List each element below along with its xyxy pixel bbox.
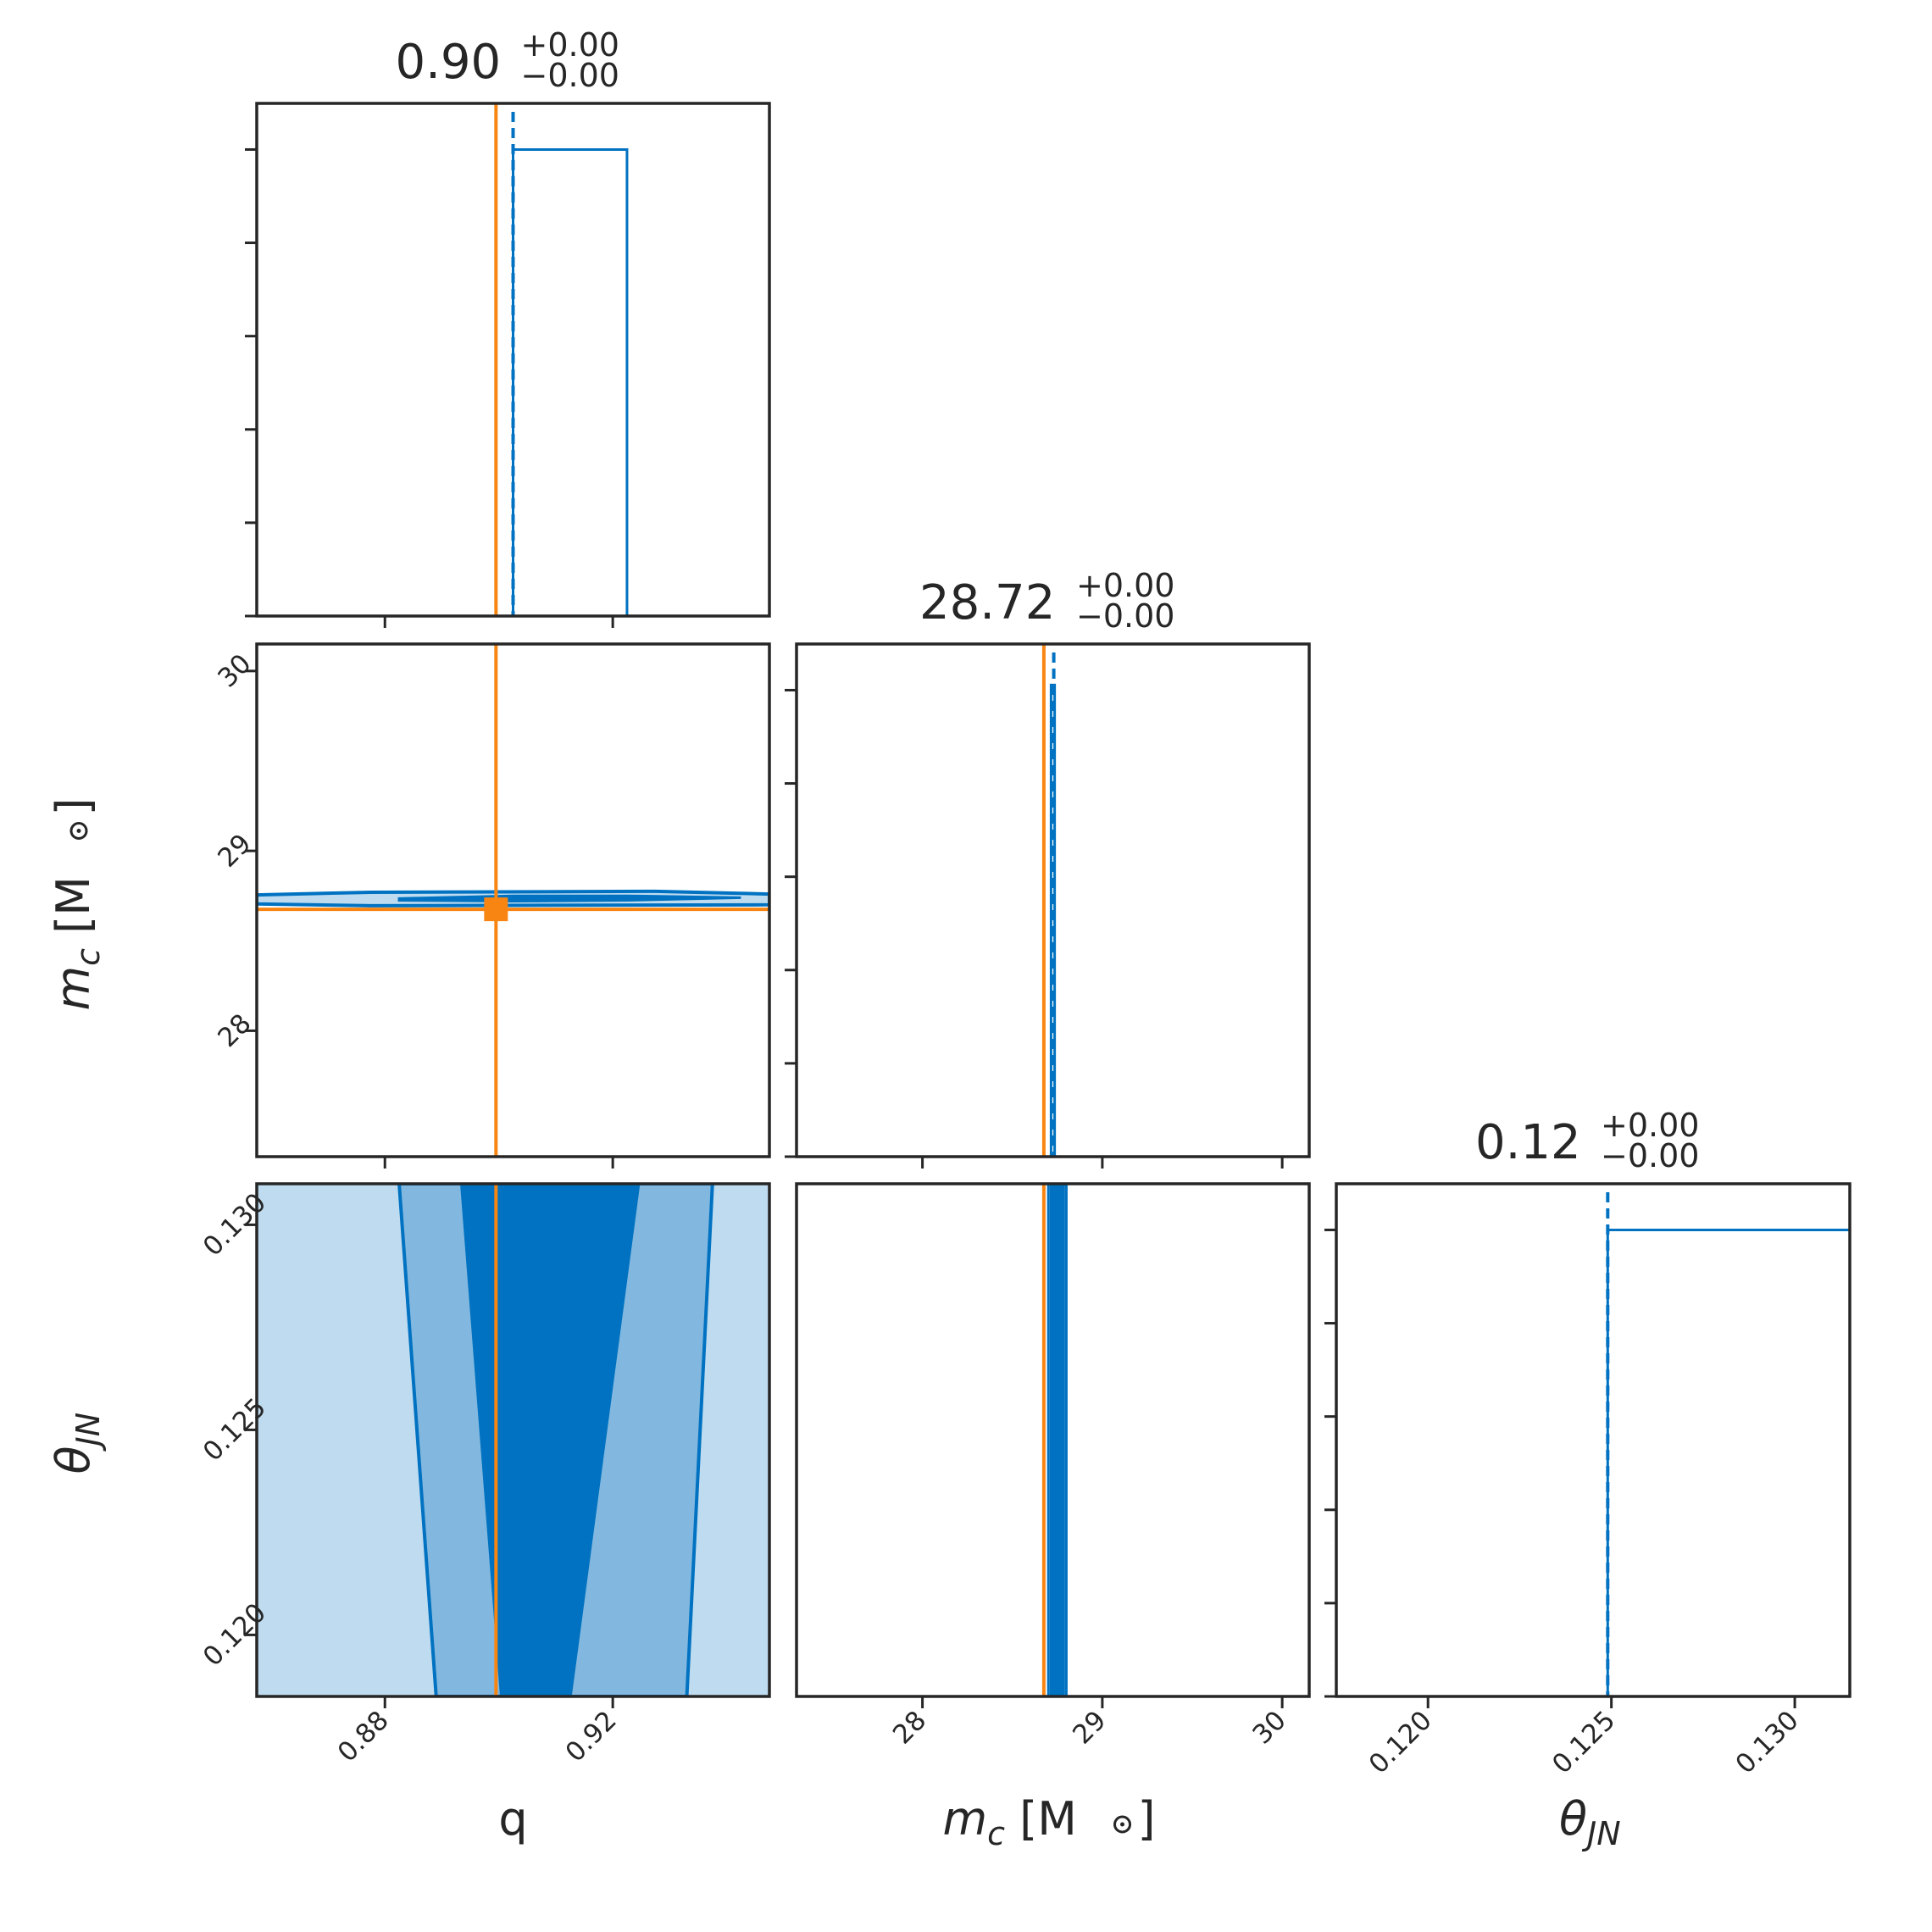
xtick-label-theta_JN-1: 0.125 bbox=[1546, 1705, 1621, 1779]
xtick-label-theta_JN-2: 0.130 bbox=[1730, 1705, 1805, 1779]
panel-frame-0-2 bbox=[255, 1182, 771, 1698]
xlabel-mc-sun-dot bbox=[1120, 1822, 1124, 1827]
title-m_c-value: 28.72 bbox=[919, 575, 1055, 630]
panel-frame-0-0 bbox=[255, 102, 771, 618]
contour-band-q-theta-1 bbox=[459, 1184, 641, 1696]
xtick-label-m_c-2: 30 bbox=[1246, 1705, 1291, 1750]
ytick-label-m_c-1: 29 bbox=[212, 828, 257, 873]
title-m_c-plus: +0.00 bbox=[1076, 567, 1174, 604]
title-q-plus: +0.00 bbox=[521, 26, 619, 64]
hist-panel-q bbox=[494, 103, 629, 616]
contour-panel-q-theta bbox=[257, 1184, 769, 1696]
hist-panel-m_c bbox=[1041, 644, 1057, 1157]
xlabel-mc: mc [M] bbox=[943, 1792, 1156, 1852]
ylabel-mc-text: mc [M bbox=[47, 876, 107, 1010]
hist-step-theta_JN-0 bbox=[1606, 1228, 1850, 1696]
title-q-value: 0.90 bbox=[396, 35, 502, 90]
ylabel-mc-sun-ring bbox=[69, 822, 88, 840]
xlabel-theta: θJN bbox=[1559, 1792, 1621, 1852]
xlabel-mc-sun-ring bbox=[1113, 1815, 1131, 1834]
ylabel-mc: mc [M] bbox=[47, 797, 107, 1010]
ylabel-mc-close: ] bbox=[47, 797, 100, 815]
contour-panel-mc-theta bbox=[1041, 1184, 1068, 1696]
xtick-label-m_c-0: 28 bbox=[887, 1705, 932, 1750]
ytick-label-m_c-2: 30 bbox=[212, 648, 257, 693]
panel-frame-1-2 bbox=[795, 1182, 1311, 1698]
panel-frame-2-2 bbox=[1335, 1182, 1852, 1698]
title-theta_JN-value: 0.12 bbox=[1475, 1115, 1581, 1170]
xlabel-q: q bbox=[498, 1792, 527, 1846]
title-q-minus: −0.00 bbox=[521, 57, 619, 94]
title-m_c-minus: −0.00 bbox=[1076, 597, 1174, 635]
xtick-label-m_c-1: 29 bbox=[1067, 1705, 1112, 1750]
ylabel-theta-text: θJN bbox=[47, 1413, 107, 1474]
ylabel-mc-sun-dot bbox=[76, 829, 81, 833]
xtick-label-theta_JN-0: 0.120 bbox=[1363, 1705, 1438, 1779]
ytick-label-m_c-0: 28 bbox=[212, 1008, 257, 1053]
xlabel-mc-text: mc [M bbox=[943, 1792, 1077, 1852]
xtick-label-q-1: 0.92 bbox=[560, 1705, 623, 1768]
ylabel-theta: θJN bbox=[47, 1413, 107, 1474]
contour-band-mc-theta-1 bbox=[1049, 1184, 1065, 1696]
truth-marker-q-mc bbox=[484, 897, 508, 922]
title-theta_JN-minus: −0.00 bbox=[1601, 1137, 1699, 1174]
xlabel-mc-close: ] bbox=[1138, 1792, 1156, 1846]
panel-frame-1-1 bbox=[795, 642, 1311, 1158]
hist-panel-theta_JN bbox=[1606, 1192, 1850, 1696]
hist-step-q-0 bbox=[512, 147, 629, 616]
panel-frame-0-1 bbox=[255, 642, 771, 1158]
contour-panel-q-mc bbox=[257, 644, 769, 1157]
title-theta_JN-plus: +0.00 bbox=[1601, 1107, 1699, 1144]
xtick-label-q-0: 0.88 bbox=[332, 1705, 395, 1768]
